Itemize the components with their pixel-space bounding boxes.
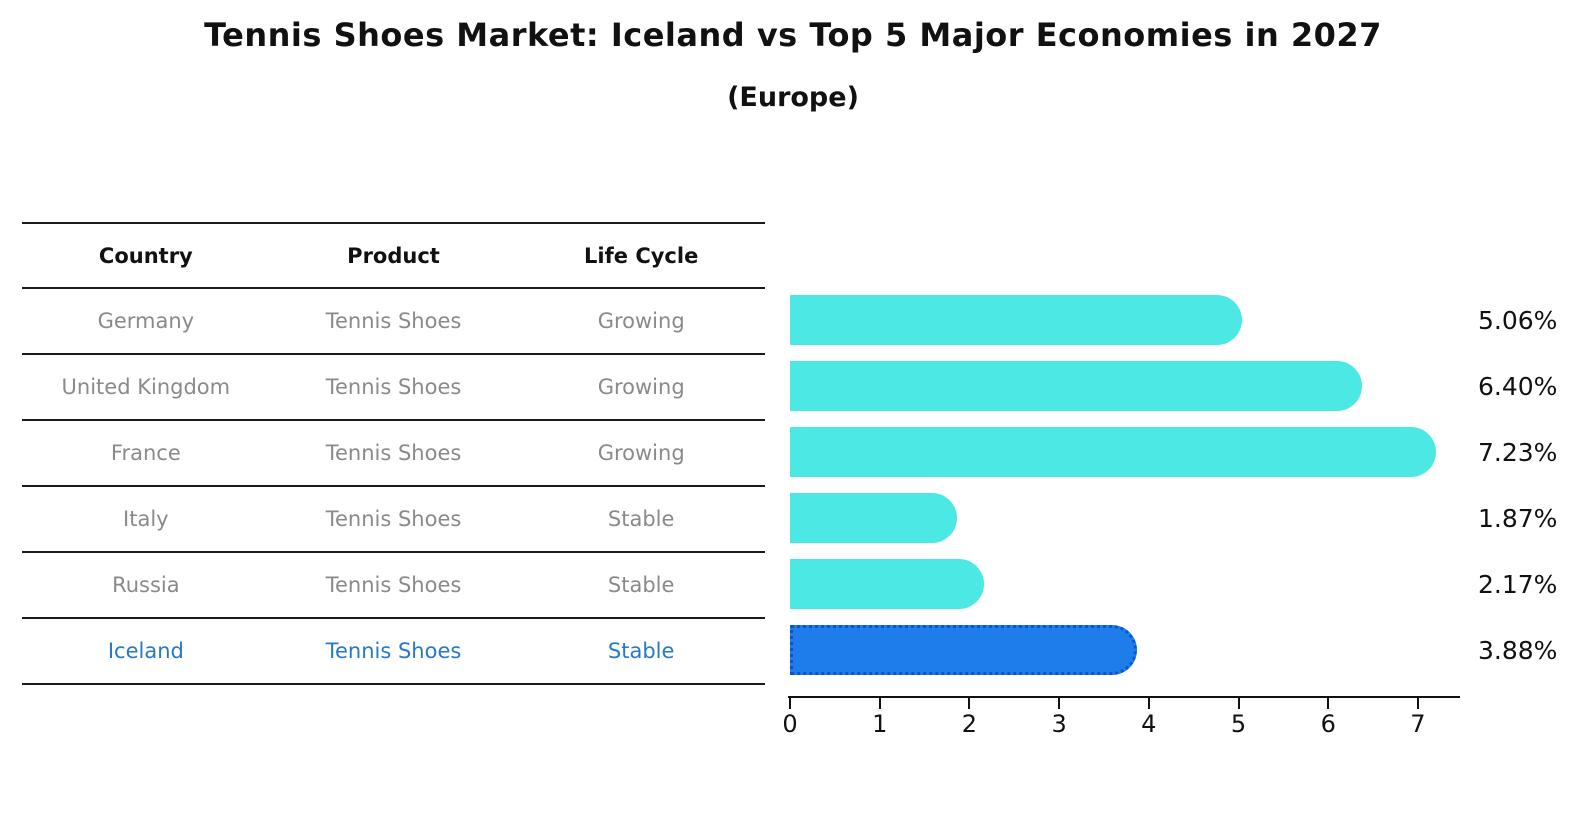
bar-france <box>790 427 1436 477</box>
x-axis-line <box>788 696 1460 698</box>
x-tick-label: 6 <box>1320 710 1336 738</box>
x-tick-label: 0 <box>782 710 798 738</box>
table-row-russia: Russia Tennis Shoes Stable <box>22 553 765 619</box>
bar-value-label: 7.23% <box>1478 437 1558 467</box>
x-tick-label: 5 <box>1230 710 1247 738</box>
bar-italy <box>790 493 958 543</box>
bar-germany <box>790 295 1243 345</box>
table-row-united-kingdom: United Kingdom Tennis Shoes Growing <box>22 355 765 421</box>
bar-value-label: 3.88% <box>1478 635 1558 665</box>
country-cell: Germany <box>97 309 195 333</box>
column-header-life-cycle: Life Cycle <box>584 243 699 268</box>
country-cell: Iceland <box>107 639 184 663</box>
country-cell: Russia <box>112 573 180 597</box>
life-cycle-cell: Stable <box>607 573 675 597</box>
product-cell: Tennis Shoes <box>325 639 462 663</box>
product-cell: Tennis Shoes <box>325 441 462 465</box>
product-cell: Tennis Shoes <box>325 573 462 597</box>
x-tick-label: 7 <box>1410 710 1426 738</box>
country-cell: France <box>110 441 181 465</box>
bar-value-label: 2.17% <box>1478 569 1558 599</box>
bar-value-label: 5.06% <box>1478 305 1558 335</box>
table-row-germany: Germany Tennis Shoes Growing <box>22 289 765 355</box>
table-row-italy: Italy Tennis Shoes Stable <box>22 487 765 553</box>
chart-subtitle: (Europe) <box>727 82 859 113</box>
table-row-france: France Tennis Shoes Growing <box>22 421 765 487</box>
life-cycle-cell: Growing <box>597 441 685 465</box>
table-row-iceland: Iceland Tennis Shoes Stable <box>22 619 765 685</box>
table-header-row: Country Product Life Cycle <box>22 224 765 289</box>
bar-russia <box>790 559 984 609</box>
chart-title: Tennis Shoes Market: Iceland vs Top 5 Ma… <box>204 16 1382 54</box>
country-table: Country Product Life Cycle Germany Tenni… <box>22 222 765 685</box>
column-header-product: Product <box>347 243 440 268</box>
product-cell: Tennis Shoes <box>325 375 462 399</box>
life-cycle-cell: Stable <box>607 639 675 663</box>
bar-value-label: 1.87% <box>1478 503 1558 533</box>
bar-plot-area <box>790 287 1460 683</box>
x-tick-label: 1 <box>872 710 888 738</box>
x-axis-tick-labels: 0 1 2 3 4 5 6 7 <box>782 710 1425 738</box>
life-cycle-cell: Growing <box>597 309 685 333</box>
x-tick-label: 2 <box>961 710 978 738</box>
x-axis-ticks <box>789 698 1419 709</box>
bar-united-kingdom <box>790 361 1362 411</box>
life-cycle-cell: Stable <box>607 507 675 531</box>
country-cell: Italy <box>123 507 169 531</box>
bar-iceland <box>790 625 1137 675</box>
bar-value-labels: 5.06% 6.40% 7.23% 1.87% 2.17% 3.88% <box>1478 287 1586 683</box>
life-cycle-cell: Growing <box>597 375 685 399</box>
product-cell: Tennis Shoes <box>325 309 462 333</box>
country-cell: United Kingdom <box>61 375 231 399</box>
bar-value-label: 6.40% <box>1478 371 1558 401</box>
x-tick-label: 3 <box>1051 710 1067 738</box>
column-header-country: Country <box>98 243 193 268</box>
product-cell: Tennis Shoes <box>325 507 462 531</box>
x-tick-label: 4 <box>1141 710 1157 738</box>
